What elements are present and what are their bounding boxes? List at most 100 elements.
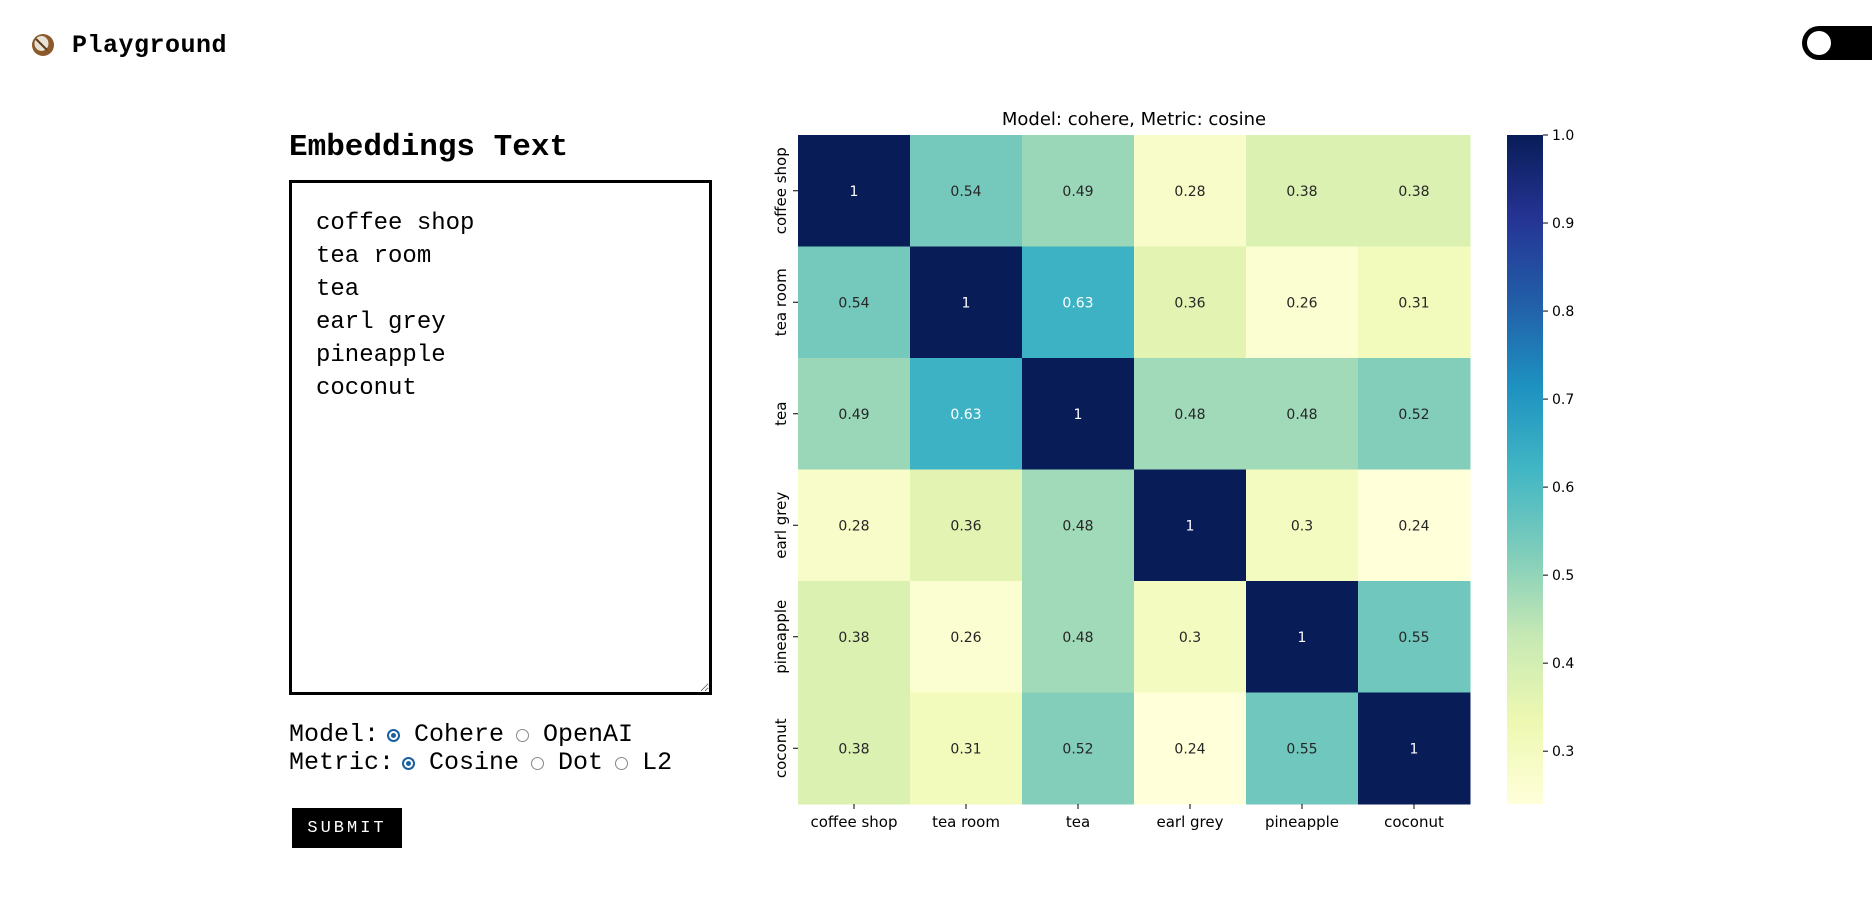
metric-option-dot[interactable]: Dot <box>523 748 603 777</box>
heatmap-cell <box>798 135 911 247</box>
cell-value-label: 0.49 <box>1062 184 1093 200</box>
cell-value-label: 1 <box>1186 518 1195 534</box>
cell-value-label: 0.36 <box>950 518 981 534</box>
heatmap-cell <box>1246 358 1359 470</box>
cell-value-label: 1 <box>1410 741 1419 757</box>
cell-value-label: 1 <box>962 295 971 311</box>
coconut-logo-icon <box>31 33 55 57</box>
cell-value-label: 0.3 <box>1179 630 1201 646</box>
embeddings-textarea[interactable] <box>289 180 712 695</box>
model-option-cohere[interactable]: Cohere <box>379 720 504 749</box>
cell-value-label: 0.55 <box>1398 630 1429 646</box>
cell-value-label: 0.24 <box>1398 518 1429 534</box>
chart-title: Model: cohere, Metric: cosine <box>1002 109 1266 130</box>
colorbar-tick-label: 0.3 <box>1552 744 1574 760</box>
model-selector: Model: Cohere OpenAI <box>289 720 637 749</box>
colorbar-tick-label: 1.0 <box>1552 128 1574 144</box>
heatmap-cell <box>1246 469 1359 582</box>
cell-value-label: 0.38 <box>838 630 869 646</box>
cell-value-label: 0.48 <box>1174 407 1205 423</box>
heatmap-cell <box>798 246 911 359</box>
x-tick-label: coconut <box>1384 813 1444 831</box>
heatmap-cell <box>1246 692 1359 805</box>
x-tick-label: coffee shop <box>810 813 897 831</box>
section-title: Embeddings Text <box>289 130 569 165</box>
y-tick-label: tea room <box>772 268 790 336</box>
cell-value-label: 0.54 <box>950 184 981 200</box>
colorbar-tick-label: 0.5 <box>1552 568 1574 584</box>
colorbar <box>1507 135 1543 804</box>
cell-value-label: 0.63 <box>1062 295 1093 311</box>
heatmap-cell <box>1246 581 1359 693</box>
metric-option-cosine[interactable]: Cosine <box>394 748 519 777</box>
model-radio-openai[interactable] <box>516 729 530 742</box>
submit-button[interactable]: SUBMIT <box>292 808 402 848</box>
y-tick-label: coffee shop <box>772 147 790 234</box>
metric-radio-dot[interactable] <box>531 757 545 770</box>
cell-value-label: 1 <box>1074 407 1083 423</box>
cell-value-label: 0.28 <box>1174 184 1205 200</box>
y-tick-label: tea <box>772 402 790 426</box>
metric-option-label: Dot <box>558 748 604 777</box>
heatmap-cell <box>798 358 911 470</box>
cell-value-label: 0.52 <box>1062 741 1093 757</box>
cell-value-label: 0.26 <box>950 630 981 646</box>
colorbar-tick-label: 0.9 <box>1552 216 1574 232</box>
app-title: Playground <box>72 31 228 60</box>
cell-value-label: 0.38 <box>1398 184 1429 200</box>
x-tick-label: tea room <box>932 813 1000 831</box>
colorbar-tick-label: 0.4 <box>1552 656 1574 672</box>
heatmap-cell <box>1134 581 1247 693</box>
cell-value-label: 0.49 <box>838 407 869 423</box>
cell-value-label: 0.48 <box>1286 407 1317 423</box>
model-radio-cohere[interactable] <box>387 729 401 742</box>
heatmap-cell <box>1134 692 1247 805</box>
colorbar-tick-label: 0.6 <box>1552 480 1574 496</box>
heatmap-cell <box>1022 692 1135 805</box>
cell-value-label: 0.3 <box>1291 518 1313 534</box>
y-tick-label: earl grey <box>772 492 790 559</box>
heatmap-cell <box>910 135 1023 247</box>
metric-option-label: L2 <box>642 748 673 777</box>
heatmap-cell <box>798 692 911 805</box>
metric-label: Metric: <box>289 748 395 777</box>
heatmap-cell <box>1358 469 1471 582</box>
metric-option-l2[interactable]: L2 <box>607 748 672 777</box>
metric-radio-cosine[interactable] <box>402 757 416 770</box>
heatmap-cell <box>1022 246 1135 359</box>
cell-value-label: 0.24 <box>1174 741 1205 757</box>
model-option-openai[interactable]: OpenAI <box>508 720 633 749</box>
heatmap-cell <box>910 358 1023 470</box>
theme-toggle[interactable] <box>1802 26 1872 60</box>
cell-value-label: 0.31 <box>1398 295 1429 311</box>
heatmap-cell <box>1358 135 1471 247</box>
toggle-knob <box>1807 31 1831 55</box>
heatmap-cell <box>1246 246 1359 359</box>
colorbar-tick-label: 0.7 <box>1552 392 1574 408</box>
cell-value-label: 0.55 <box>1286 741 1317 757</box>
cell-value-label: 1 <box>1298 630 1307 646</box>
metric-radio-l2[interactable] <box>615 757 629 770</box>
metric-selector: Metric: Cosine Dot L2 <box>289 748 676 777</box>
heatmap-cell <box>910 469 1023 582</box>
similarity-heatmap: Model: cohere, Metric: cosine 1 0.54 0.49 0.… <box>772 109 1574 831</box>
heatmap-cell <box>1134 469 1247 582</box>
model-label: Model: <box>289 720 380 749</box>
heatmap-cell <box>798 581 911 693</box>
heatmap-cell <box>1358 358 1471 470</box>
cell-value-label: 0.54 <box>838 295 869 311</box>
cell-value-label: 0.63 <box>950 407 981 423</box>
x-tick-label: pineapple <box>1265 813 1339 831</box>
heatmap-cell <box>1022 135 1135 247</box>
heatmap-cell <box>1246 135 1359 247</box>
heatmap-cell <box>798 469 911 582</box>
y-tick-label: pineapple <box>772 600 790 674</box>
heatmap-cell <box>1134 246 1247 359</box>
cell-value-label: 0.48 <box>1062 630 1093 646</box>
cell-value-label: 0.28 <box>838 518 869 534</box>
cell-value-label: 0.36 <box>1174 295 1205 311</box>
cell-value-label: 0.38 <box>1286 184 1317 200</box>
heatmap-cell <box>910 692 1023 805</box>
heatmap-cell <box>1134 135 1247 247</box>
heatmap-cell <box>1022 581 1135 693</box>
